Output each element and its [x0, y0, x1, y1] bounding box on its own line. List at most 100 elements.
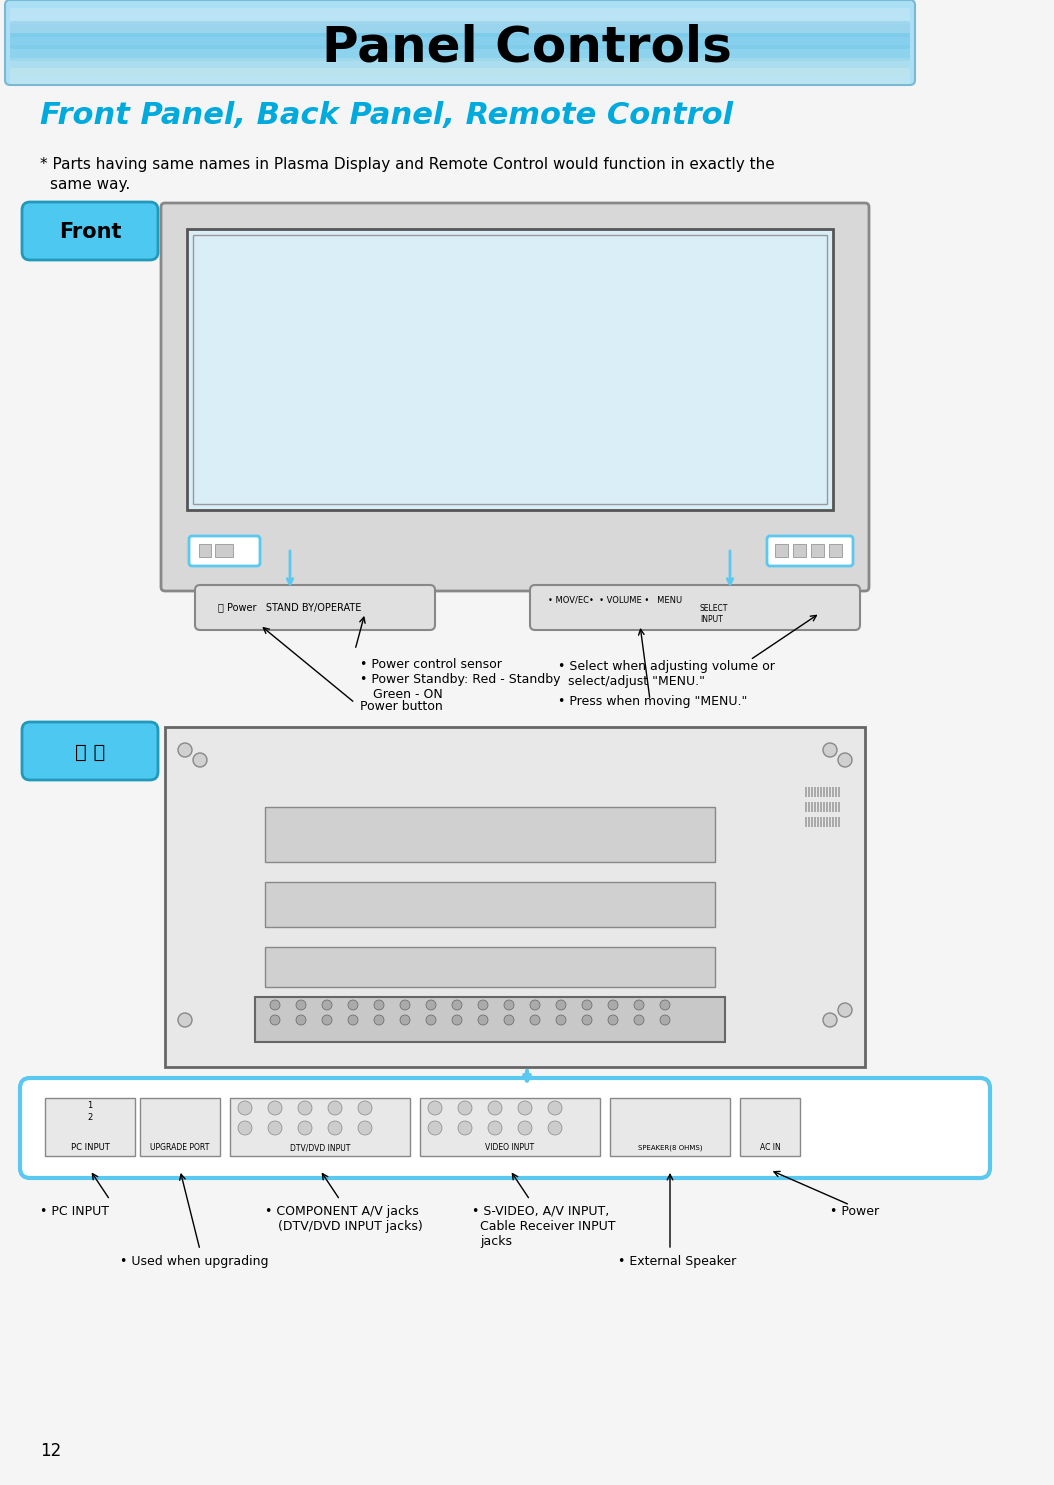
- Bar: [817, 802, 819, 812]
- FancyBboxPatch shape: [9, 33, 910, 49]
- Bar: [835, 787, 837, 797]
- FancyBboxPatch shape: [187, 229, 833, 509]
- Circle shape: [193, 753, 207, 766]
- Bar: [817, 817, 819, 827]
- Circle shape: [518, 1121, 532, 1135]
- Bar: [838, 787, 840, 797]
- Text: • Power control sensor: • Power control sensor: [360, 658, 502, 671]
- Bar: [793, 544, 806, 557]
- Text: VIDEO INPUT: VIDEO INPUT: [486, 1143, 534, 1152]
- Circle shape: [488, 1100, 502, 1115]
- Circle shape: [608, 1016, 618, 1025]
- Circle shape: [452, 999, 462, 1010]
- Text: 12: 12: [40, 1442, 61, 1460]
- Circle shape: [401, 999, 410, 1010]
- Text: 1: 1: [87, 1100, 93, 1109]
- Text: Cable Receiver INPUT: Cable Receiver INPUT: [480, 1221, 616, 1233]
- Circle shape: [323, 999, 332, 1010]
- Circle shape: [823, 1013, 837, 1028]
- Bar: [199, 544, 211, 557]
- Text: • S-VIDEO, A/V INPUT,: • S-VIDEO, A/V INPUT,: [472, 1204, 609, 1218]
- Bar: [419, 1097, 600, 1155]
- Circle shape: [328, 1121, 341, 1135]
- Bar: [45, 1097, 135, 1155]
- Bar: [805, 817, 807, 827]
- Circle shape: [518, 1100, 532, 1115]
- Circle shape: [348, 999, 358, 1010]
- Bar: [832, 787, 834, 797]
- Text: • Power Standby: Red - Standby: • Power Standby: Red - Standby: [360, 673, 561, 686]
- FancyBboxPatch shape: [22, 722, 158, 780]
- Bar: [811, 817, 813, 827]
- Text: • Select when adjusting volume or: • Select when adjusting volume or: [558, 659, 775, 673]
- Circle shape: [268, 1100, 282, 1115]
- Circle shape: [479, 1016, 488, 1025]
- Text: jacks: jacks: [480, 1236, 512, 1247]
- Bar: [826, 787, 828, 797]
- Circle shape: [504, 1016, 514, 1025]
- FancyBboxPatch shape: [20, 1078, 990, 1178]
- FancyBboxPatch shape: [5, 0, 915, 85]
- FancyBboxPatch shape: [9, 45, 910, 61]
- Circle shape: [530, 999, 540, 1010]
- Bar: [817, 787, 819, 797]
- Bar: [808, 802, 811, 812]
- Bar: [823, 817, 825, 827]
- Text: • Power: • Power: [829, 1204, 879, 1218]
- Bar: [823, 802, 825, 812]
- Circle shape: [479, 999, 488, 1010]
- Bar: [814, 817, 816, 827]
- Text: ⓘ Power   STAND BY/OPERATE: ⓘ Power STAND BY/OPERATE: [218, 601, 362, 612]
- Circle shape: [270, 999, 280, 1010]
- Text: 後 面: 後 面: [75, 742, 105, 762]
- Text: • COMPONENT A/V jacks: • COMPONENT A/V jacks: [265, 1204, 418, 1218]
- Circle shape: [178, 742, 192, 757]
- Bar: [811, 787, 813, 797]
- FancyBboxPatch shape: [767, 536, 853, 566]
- Circle shape: [348, 1016, 358, 1025]
- Bar: [832, 817, 834, 827]
- Circle shape: [557, 999, 566, 1010]
- Bar: [820, 787, 822, 797]
- Circle shape: [660, 999, 670, 1010]
- Circle shape: [268, 1121, 282, 1135]
- Bar: [255, 996, 725, 1042]
- Circle shape: [582, 999, 592, 1010]
- Bar: [829, 544, 842, 557]
- Bar: [814, 802, 816, 812]
- Circle shape: [548, 1121, 562, 1135]
- Circle shape: [635, 999, 644, 1010]
- Bar: [835, 802, 837, 812]
- Text: (DTV/DVD INPUT jacks): (DTV/DVD INPUT jacks): [278, 1221, 423, 1233]
- Bar: [820, 817, 822, 827]
- Bar: [193, 235, 827, 503]
- Circle shape: [374, 999, 384, 1010]
- Circle shape: [238, 1100, 252, 1115]
- FancyBboxPatch shape: [9, 7, 910, 24]
- Circle shape: [374, 1016, 384, 1025]
- Circle shape: [296, 999, 306, 1010]
- Text: select/adjust "MENU.": select/adjust "MENU.": [568, 676, 705, 688]
- FancyBboxPatch shape: [9, 58, 910, 74]
- Circle shape: [296, 1016, 306, 1025]
- Text: SPEAKER(8 OHMS): SPEAKER(8 OHMS): [638, 1145, 702, 1151]
- Circle shape: [458, 1100, 472, 1115]
- Bar: [832, 802, 834, 812]
- Bar: [814, 787, 816, 797]
- Bar: [826, 817, 828, 827]
- Circle shape: [426, 999, 436, 1010]
- Circle shape: [328, 1100, 341, 1115]
- Circle shape: [428, 1121, 442, 1135]
- Bar: [826, 802, 828, 812]
- Bar: [820, 802, 822, 812]
- Bar: [805, 787, 807, 797]
- Circle shape: [635, 1016, 644, 1025]
- Bar: [610, 1097, 730, 1155]
- Circle shape: [838, 1002, 852, 1017]
- Text: Power button: Power button: [360, 699, 443, 713]
- Bar: [805, 802, 807, 812]
- FancyBboxPatch shape: [9, 68, 910, 85]
- Circle shape: [582, 1016, 592, 1025]
- Text: same way.: same way.: [50, 178, 131, 193]
- Bar: [838, 802, 840, 812]
